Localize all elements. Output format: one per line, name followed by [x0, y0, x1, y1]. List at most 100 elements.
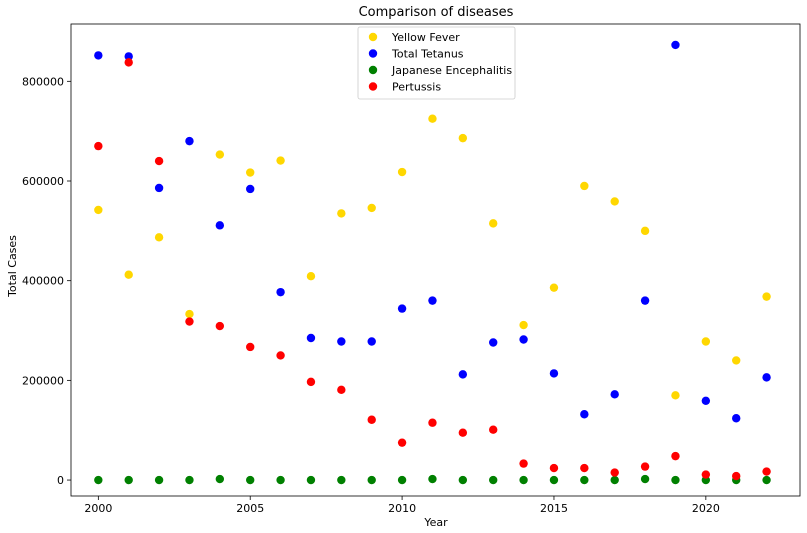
- point-yellow-fever: [489, 219, 498, 228]
- point-japanese-encephalitis: [337, 475, 346, 485]
- point-yellow-fever: [397, 167, 407, 177]
- point-japanese-encephalitis: [306, 475, 316, 485]
- plot-area: 2000 2005 2010 2015 2020 0 200000 400000 600000 8…: [22, 23, 801, 515]
- x-axis-label: Year: [423, 516, 448, 529]
- point-japanese-encephalitis: [458, 475, 468, 485]
- point-yellow-fever: [185, 309, 194, 319]
- point-pertussis: [458, 428, 468, 437]
- x-tick-label: 2020: [692, 502, 720, 515]
- point-pertussis: [367, 415, 376, 424]
- point-japanese-encephalitis: [276, 475, 285, 485]
- point-total-tetanus: [215, 221, 225, 230]
- point-pertussis: [397, 438, 407, 447]
- point-pertussis: [489, 425, 498, 434]
- x-tick-label: 2015: [540, 502, 568, 515]
- point-pertussis: [580, 463, 589, 473]
- point-yellow-fever: [549, 283, 559, 292]
- point-total-tetanus: [124, 52, 133, 61]
- x-tick-label: 2000: [84, 502, 112, 515]
- point-yellow-fever: [428, 114, 437, 123]
- x-tick-label: 2005: [236, 502, 264, 515]
- point-pertussis: [762, 467, 771, 476]
- point-total-tetanus: [610, 390, 619, 399]
- point-pertussis: [732, 471, 741, 481]
- point-japanese-encephalitis: [246, 475, 255, 485]
- point-pertussis: [306, 377, 316, 387]
- point-pertussis: [246, 342, 255, 352]
- point-yellow-fever: [732, 356, 741, 365]
- point-japanese-encephalitis: [215, 474, 225, 484]
- point-total-tetanus: [276, 287, 285, 297]
- legend-label: Pertussis: [392, 81, 441, 94]
- legend-label: Yellow Fever: [391, 31, 460, 44]
- point-yellow-fever: [367, 203, 376, 213]
- point-total-tetanus: [185, 136, 194, 146]
- point-yellow-fever: [762, 292, 771, 301]
- point-yellow-fever: [306, 271, 316, 281]
- point-yellow-fever: [580, 181, 589, 191]
- legend-marker: [368, 49, 378, 58]
- y-axis-label: Total Cases: [6, 235, 19, 298]
- point-total-tetanus: [246, 184, 255, 194]
- point-yellow-fever: [519, 320, 528, 330]
- point-yellow-fever: [246, 168, 255, 177]
- point-total-tetanus: [428, 296, 437, 305]
- point-japanese-encephalitis: [549, 475, 559, 485]
- point-total-tetanus: [94, 51, 103, 60]
- legend-label: Japanese Encephalitis: [391, 64, 512, 77]
- point-pertussis: [215, 321, 225, 331]
- legend-label: Total Tetanus: [391, 48, 464, 61]
- point-pertussis: [185, 317, 194, 326]
- point-japanese-encephalitis: [489, 475, 498, 485]
- plot-frame: [70, 23, 801, 497]
- point-total-tetanus: [337, 337, 346, 346]
- y-tick-label: 0: [57, 474, 64, 487]
- point-pertussis: [154, 156, 164, 166]
- point-total-tetanus: [580, 410, 589, 419]
- point-pertussis: [276, 351, 285, 360]
- point-japanese-encephalitis: [580, 475, 589, 485]
- point-total-tetanus: [306, 333, 316, 343]
- point-total-tetanus: [154, 183, 164, 193]
- point-pertussis: [124, 58, 133, 67]
- point-yellow-fever: [640, 226, 650, 236]
- point-japanese-encephalitis: [185, 475, 194, 485]
- point-japanese-encephalitis: [124, 475, 133, 485]
- legend-marker: [368, 82, 378, 91]
- y-tick-label: 400000: [22, 275, 64, 288]
- point-total-tetanus: [549, 369, 559, 378]
- point-japanese-encephalitis: [94, 475, 103, 485]
- point-pertussis: [94, 141, 103, 151]
- point-yellow-fever: [154, 233, 164, 242]
- point-japanese-encephalitis: [610, 475, 619, 485]
- legend-marker: [368, 65, 378, 75]
- point-yellow-fever: [610, 197, 619, 206]
- point-total-tetanus: [397, 304, 407, 313]
- point-yellow-fever: [701, 337, 711, 346]
- point-total-tetanus: [489, 338, 498, 347]
- point-japanese-encephalitis: [671, 475, 680, 485]
- y-tick-label: 800000: [22, 75, 64, 88]
- point-pertussis: [671, 451, 680, 461]
- point-yellow-fever: [458, 133, 468, 143]
- point-pertussis: [640, 462, 650, 471]
- x-tick-label: 2010: [388, 502, 416, 515]
- point-total-tetanus: [640, 296, 650, 305]
- point-yellow-fever: [94, 205, 103, 215]
- point-total-tetanus: [671, 40, 680, 50]
- point-japanese-encephalitis: [428, 474, 437, 484]
- point-yellow-fever: [276, 156, 285, 165]
- point-total-tetanus: [732, 414, 741, 423]
- point-yellow-fever: [215, 150, 225, 159]
- point-pertussis: [428, 418, 437, 427]
- chart-title: Comparison of diseases: [359, 5, 514, 20]
- point-japanese-encephalitis: [397, 475, 407, 485]
- point-yellow-fever: [671, 391, 680, 400]
- legend-marker: [368, 32, 378, 42]
- point-japanese-encephalitis: [367, 475, 376, 485]
- point-total-tetanus: [701, 396, 711, 406]
- point-pertussis: [610, 468, 619, 477]
- point-pertussis: [337, 385, 346, 395]
- point-japanese-encephalitis: [762, 475, 771, 485]
